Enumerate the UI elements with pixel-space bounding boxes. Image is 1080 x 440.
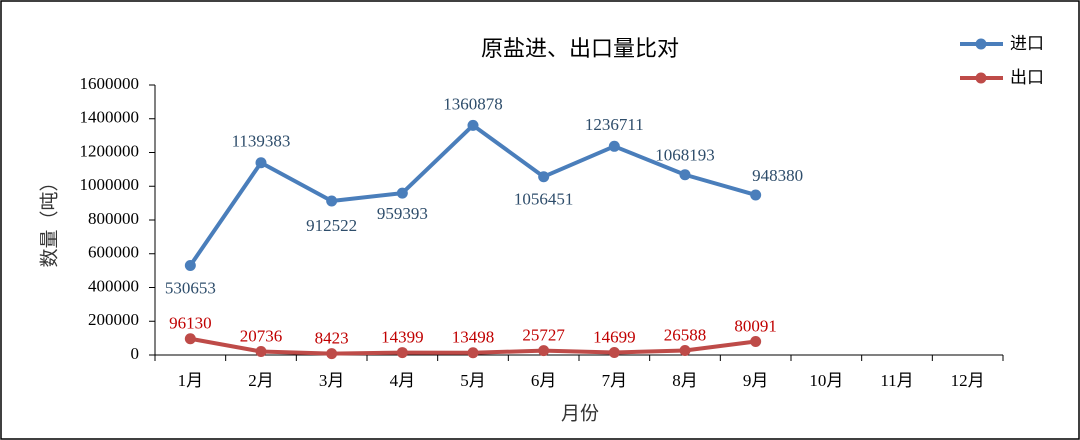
data-label: 948380 (752, 166, 803, 185)
x-tick-label: 7月 (602, 371, 628, 390)
x-tick-label: 3月 (319, 371, 345, 390)
data-point (396, 347, 408, 359)
data-point (679, 345, 691, 357)
data-label: 1360878 (443, 94, 503, 113)
data-label: 13498 (452, 328, 495, 347)
y-axis-label: 数量（吨） (39, 172, 61, 267)
y-tick-label: 400000 (88, 276, 139, 295)
x-tick-label: 8月 (672, 371, 698, 390)
x-tick-label: 4月 (390, 371, 416, 390)
x-tick-label: 2月 (248, 371, 274, 390)
data-point (538, 345, 550, 357)
data-label: 1236711 (585, 115, 644, 134)
data-label: 912522 (306, 216, 357, 235)
data-label: 14399 (381, 327, 424, 346)
y-tick-label: 800000 (88, 209, 139, 228)
legend-marker (975, 72, 987, 84)
x-tick-label: 11月 (880, 371, 913, 390)
data-point (679, 169, 691, 181)
x-tick-label: 12月 (951, 371, 985, 390)
y-tick-label: 0 (131, 344, 140, 363)
data-point (538, 171, 550, 183)
data-label: 8423 (315, 328, 349, 347)
data-label: 80091 (734, 316, 777, 335)
data-label: 530653 (165, 278, 216, 297)
data-label: 20736 (240, 326, 283, 345)
y-tick-label: 1600000 (80, 74, 140, 93)
x-tick-label: 1月 (178, 371, 204, 390)
data-label: 959393 (377, 204, 428, 223)
data-point (467, 347, 479, 359)
data-point (750, 335, 762, 347)
data-point (608, 140, 620, 152)
data-point (608, 347, 620, 359)
x-tick-label: 5月 (460, 371, 486, 390)
data-point (255, 157, 267, 169)
y-tick-label: 1400000 (80, 108, 140, 127)
data-point (326, 195, 338, 207)
y-tick-label: 1000000 (80, 175, 140, 194)
y-tick-label: 600000 (88, 243, 139, 262)
legend-label: 进口 (1010, 34, 1044, 54)
x-axis-label: 月份 (561, 403, 599, 425)
data-point (255, 346, 267, 358)
data-label: 14699 (593, 327, 636, 346)
x-tick-label: 10月 (809, 371, 843, 390)
data-point (396, 187, 408, 199)
y-tick-label: 200000 (88, 310, 139, 329)
chart-title: 原盐进、出口量比对 (481, 37, 679, 62)
legend-marker (975, 38, 987, 50)
x-tick-label: 9月 (743, 371, 769, 390)
data-label: 1056451 (514, 190, 574, 209)
x-tick-label: 6月 (531, 371, 557, 390)
data-label: 25727 (522, 326, 565, 345)
data-point (750, 189, 762, 201)
data-point (184, 333, 196, 345)
data-point (184, 259, 196, 271)
data-label: 1139383 (232, 132, 291, 151)
data-label: 96130 (169, 314, 212, 333)
legend-label: 出口 (1010, 68, 1044, 88)
data-point (326, 348, 338, 360)
data-point (467, 119, 479, 131)
y-tick-label: 1200000 (80, 141, 140, 160)
data-label: 26588 (664, 325, 707, 344)
data-label: 1068193 (655, 146, 715, 165)
